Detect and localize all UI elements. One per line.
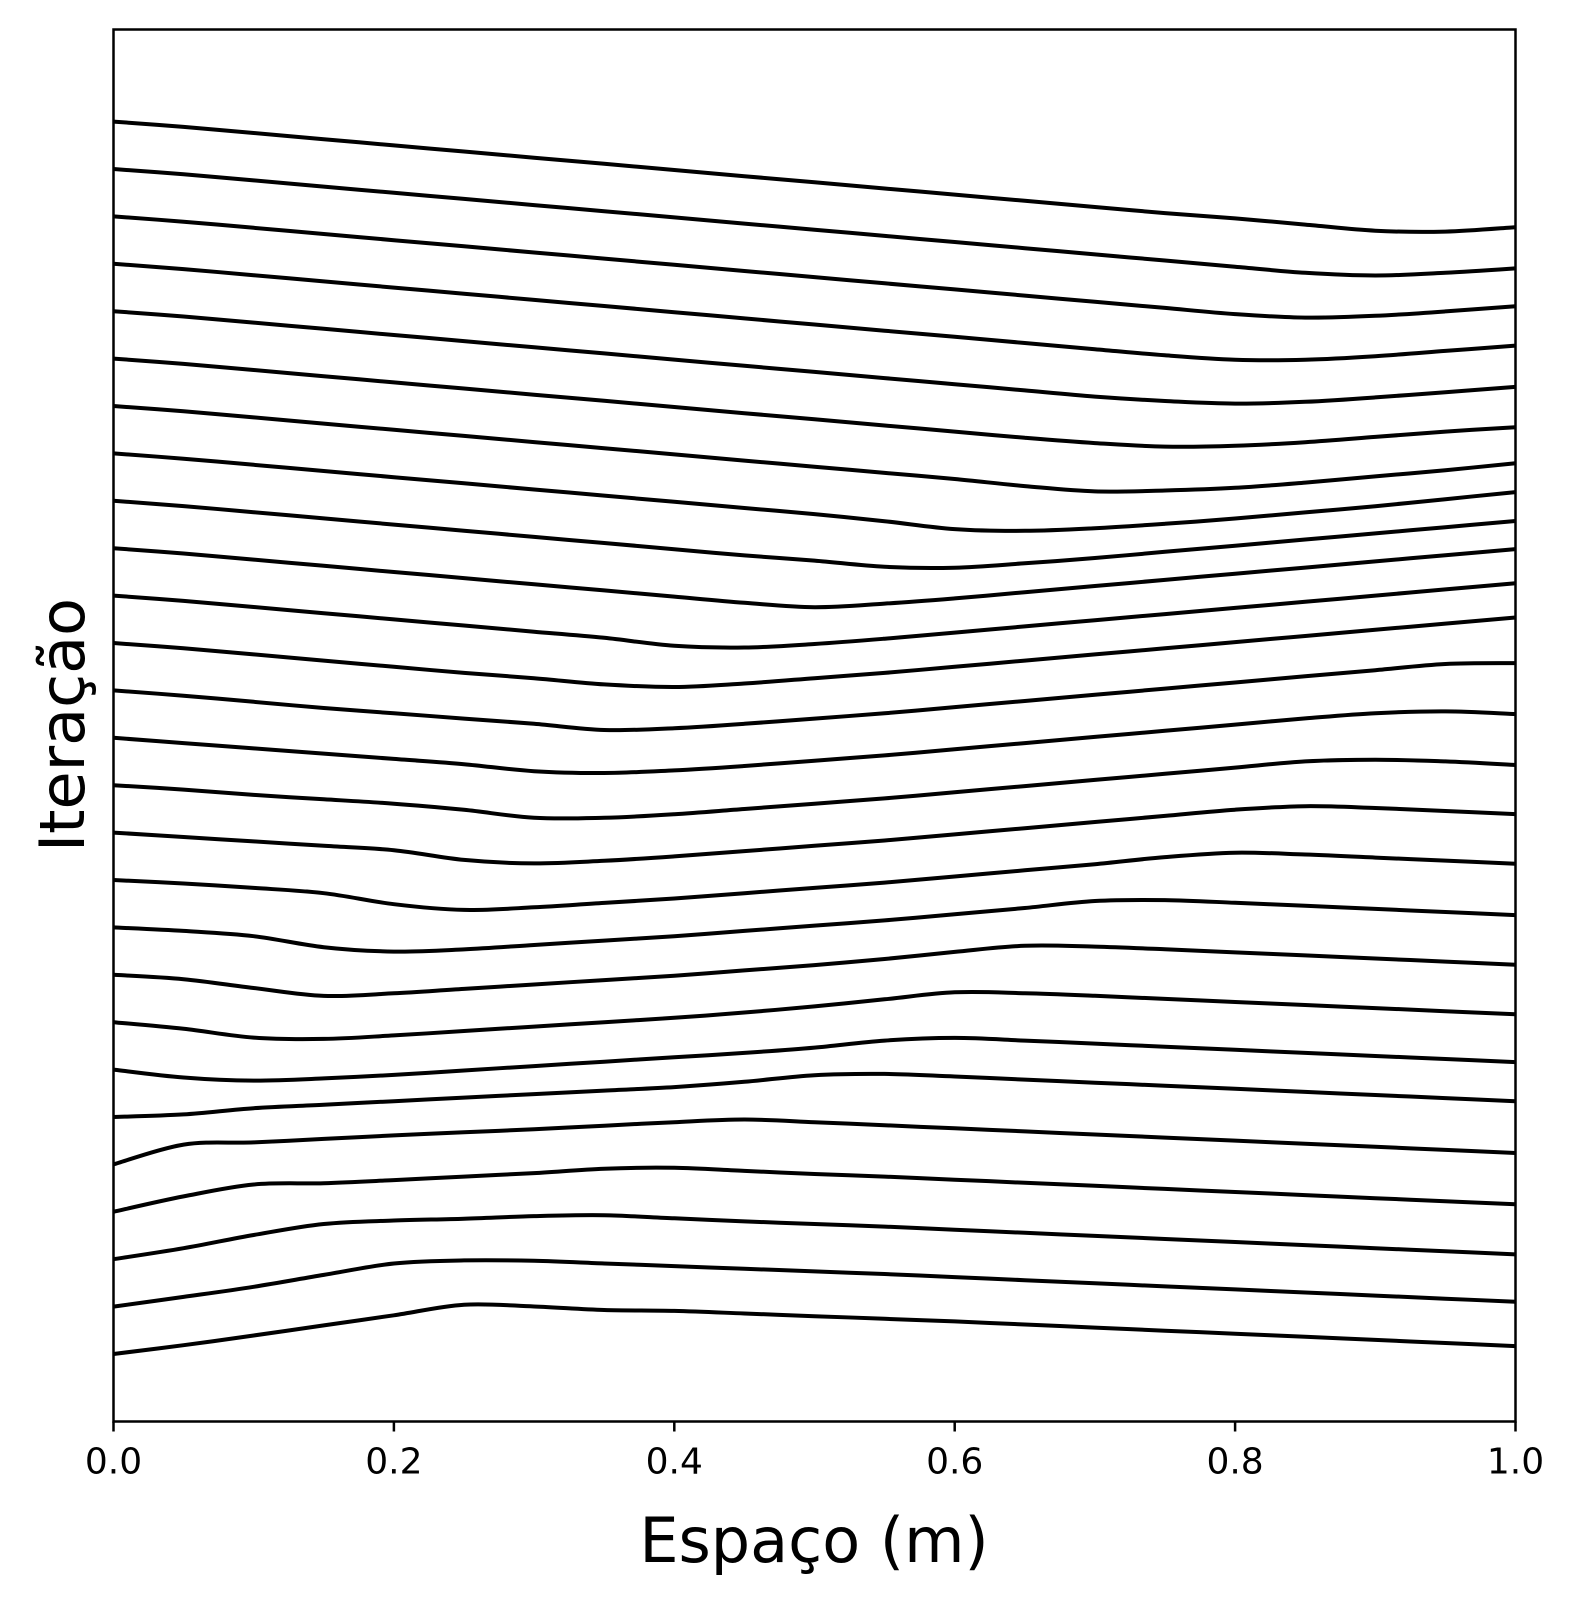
series-line-2 xyxy=(113,1258,1516,1309)
series-line-13 xyxy=(113,757,1516,821)
series-lines xyxy=(112,119,1516,1356)
series-line-7 xyxy=(113,1035,1516,1083)
x-axis-ticks: 0.0 0.2 0.4 0.6 0.8 1.0 xyxy=(85,1421,1544,1483)
series-line-1 xyxy=(113,1302,1516,1356)
series-line-11 xyxy=(113,850,1516,912)
series-line-10 xyxy=(113,897,1516,954)
x-tick-label: 0.0 xyxy=(85,1442,142,1483)
series-line-12 xyxy=(113,804,1516,866)
x-tick-label: 0.2 xyxy=(365,1442,422,1483)
x-tick-label: 0.6 xyxy=(926,1442,983,1483)
series-line-6 xyxy=(113,1071,1516,1119)
series-line-9 xyxy=(113,943,1516,999)
series-line-3 xyxy=(113,1213,1516,1262)
series-line-27 xyxy=(113,119,1516,234)
series-line-8 xyxy=(113,989,1516,1042)
series-line-20 xyxy=(113,451,1516,533)
series-line-14 xyxy=(113,709,1516,776)
series-line-19 xyxy=(113,498,1516,570)
series-line-16 xyxy=(113,615,1516,690)
series-line-26 xyxy=(113,167,1516,278)
series-line-15 xyxy=(113,661,1516,733)
series-line-18 xyxy=(113,546,1516,610)
series-line-22 xyxy=(113,356,1516,449)
y-axis-label: Iteração xyxy=(26,598,99,852)
series-line-5 xyxy=(112,1117,1516,1167)
series-line-25 xyxy=(113,214,1516,320)
series-line-23 xyxy=(113,309,1516,406)
series-line-21 xyxy=(113,404,1516,494)
x-axis-label: Espaço (m) xyxy=(639,1504,988,1577)
series-line-17 xyxy=(113,581,1516,650)
x-tick-label: 0.4 xyxy=(646,1442,703,1483)
x-tick-label: 0.8 xyxy=(1206,1442,1263,1483)
x-tick-label: 1.0 xyxy=(1487,1442,1544,1483)
series-line-24 xyxy=(113,261,1516,363)
series-line-4 xyxy=(113,1165,1516,1214)
plot-frame xyxy=(112,28,1517,1423)
